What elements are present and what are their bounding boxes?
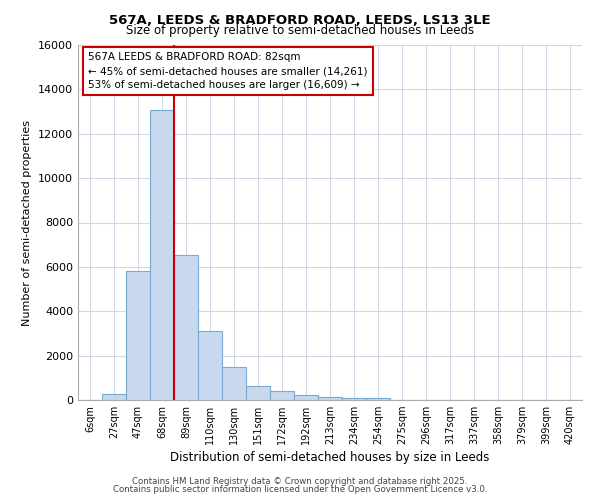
Text: Contains public sector information licensed under the Open Government Licence v3: Contains public sector information licen… <box>113 485 487 494</box>
Text: 567A, LEEDS & BRADFORD ROAD, LEEDS, LS13 3LE: 567A, LEEDS & BRADFORD ROAD, LEEDS, LS13… <box>109 14 491 27</box>
Text: Size of property relative to semi-detached houses in Leeds: Size of property relative to semi-detach… <box>126 24 474 37</box>
Text: Contains HM Land Registry data © Crown copyright and database right 2025.: Contains HM Land Registry data © Crown c… <box>132 477 468 486</box>
Bar <box>318 397 342 400</box>
Bar <box>150 110 174 400</box>
Bar <box>366 398 390 400</box>
Bar <box>270 390 294 400</box>
Bar <box>198 331 222 400</box>
Bar <box>294 395 318 400</box>
Bar <box>174 254 198 400</box>
Bar <box>342 398 366 400</box>
Bar <box>246 386 270 400</box>
X-axis label: Distribution of semi-detached houses by size in Leeds: Distribution of semi-detached houses by … <box>170 452 490 464</box>
Bar <box>126 272 150 400</box>
Y-axis label: Number of semi-detached properties: Number of semi-detached properties <box>22 120 32 326</box>
Bar <box>102 394 126 400</box>
Bar <box>222 367 246 400</box>
Text: 567A LEEDS & BRADFORD ROAD: 82sqm
← 45% of semi-detached houses are smaller (14,: 567A LEEDS & BRADFORD ROAD: 82sqm ← 45% … <box>88 52 368 90</box>
